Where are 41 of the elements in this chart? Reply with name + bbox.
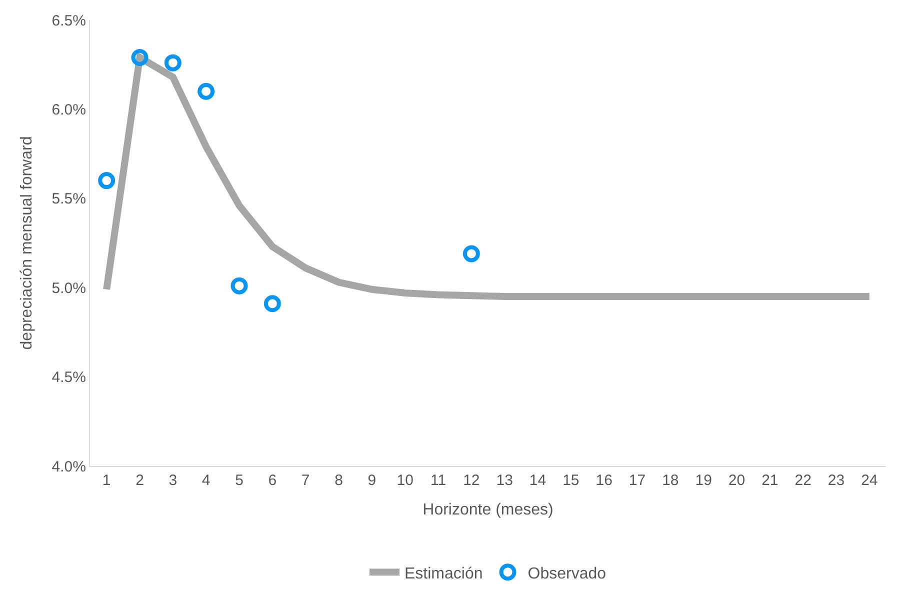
x-tick-label: 13 — [496, 472, 513, 489]
legend-label: Observado — [528, 565, 606, 582]
point — [131, 48, 148, 66]
x-tick-label: 7 — [301, 472, 310, 489]
x-tick-label: 17 — [628, 472, 646, 489]
x-tick-label: 8 — [334, 472, 343, 489]
y-tick-label: 5.5% — [52, 190, 86, 208]
x-tick-label: 6 — [268, 472, 277, 489]
x-tick-label: 5 — [235, 472, 244, 489]
y-tick-label: 4.5% — [52, 369, 86, 386]
point — [462, 245, 480, 262]
y-tick-label: 4.0% — [52, 458, 86, 476]
x-tick-label: 20 — [728, 472, 746, 489]
x-tick-label: 3 — [168, 472, 178, 489]
x-tick-label: 18 — [662, 472, 679, 489]
x-tick-label: 22 — [794, 472, 812, 489]
point — [164, 54, 182, 72]
point — [98, 172, 116, 190]
legend-label: Estimación — [404, 565, 483, 582]
x-tick-label: 19 — [695, 472, 712, 489]
point — [264, 295, 281, 312]
x-tick-label: 21 — [762, 472, 778, 489]
y-tick-label: 5.0% — [52, 280, 86, 297]
x-tick-label: 9 — [368, 472, 376, 489]
x-tick-label: 4 — [202, 472, 210, 489]
x-tick-label: 11 — [430, 472, 446, 489]
point — [198, 82, 215, 100]
y-tick-label: 6.0% — [52, 101, 86, 118]
x-axis-title: Horizonte (meses) — [422, 502, 554, 519]
x-tick-label: 10 — [396, 472, 414, 489]
x-tick-label: 16 — [596, 472, 612, 489]
x-tick-label: 12 — [463, 472, 480, 489]
y-axis-title: depreciación mensual forward — [18, 136, 36, 350]
x-tick-label: 14 — [529, 472, 546, 489]
x-tick-label: 24 — [861, 472, 878, 489]
x-tick-label: 1 — [102, 472, 111, 489]
x-tick-label: 2 — [136, 472, 144, 489]
point — [230, 277, 248, 294]
x-tick-label: 23 — [828, 472, 845, 489]
y-tick-label: 6.5% — [52, 12, 86, 30]
x-tick-label: 15 — [562, 472, 580, 489]
